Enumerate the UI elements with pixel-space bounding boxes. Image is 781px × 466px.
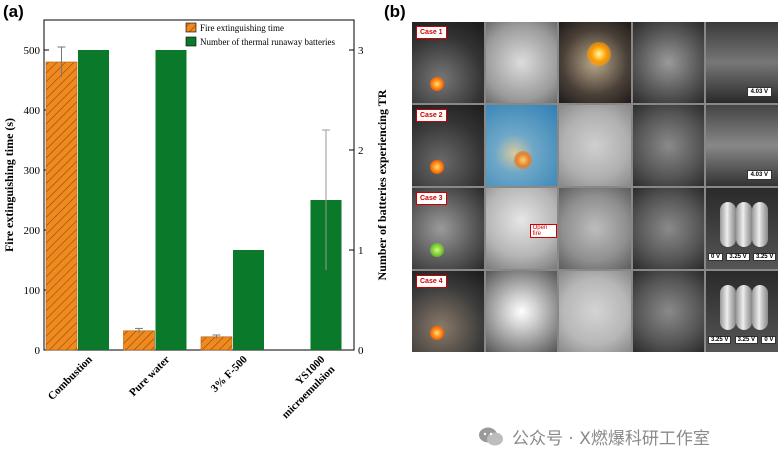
experiment-photo: Case 4 bbox=[412, 271, 484, 352]
y-tick-label-left: 200 bbox=[24, 225, 41, 237]
category-labels: Combustion Pure water 3% F-500 YS1000microe… bbox=[46, 353, 338, 421]
experiment-photo bbox=[559, 105, 631, 186]
y-tick-label-left: 0 bbox=[35, 345, 41, 357]
battery-cell bbox=[736, 202, 753, 247]
right-axis: 0 1 2 3 bbox=[349, 45, 364, 357]
battery-cell bbox=[752, 285, 769, 330]
category-label: Combustion bbox=[46, 354, 95, 403]
bar-fire-time bbox=[123, 330, 155, 351]
bar-tr-batteries bbox=[78, 50, 109, 350]
legend-swatch-time bbox=[185, 22, 197, 33]
voltage-label: 3.25 V bbox=[726, 253, 750, 261]
bar-fire-time bbox=[45, 61, 78, 351]
flame-spot bbox=[513, 151, 532, 169]
experiment-photo bbox=[559, 188, 631, 269]
panel-a-label: (a) bbox=[3, 2, 24, 21]
bar-fire-time bbox=[200, 336, 233, 351]
battery-cell bbox=[752, 202, 769, 247]
y-tick-label-right: 3 bbox=[358, 45, 364, 57]
wechat-icon bbox=[479, 427, 503, 445]
experiment-photo: Case 2 bbox=[412, 105, 484, 186]
experiment-photo bbox=[632, 105, 705, 186]
case-label: Case 2 bbox=[416, 109, 447, 122]
case-label: Case 4 bbox=[416, 275, 447, 288]
plot-frame bbox=[43, 19, 355, 351]
y-axis-title-right: Number of batteries experiencing TR bbox=[375, 89, 389, 280]
experiment-photo bbox=[559, 271, 631, 352]
voltage-row: 0 V 3.25 V 3.25 V bbox=[706, 253, 778, 261]
left-axis: 0 100 200 300 400 500 bbox=[24, 45, 49, 357]
experiment-photo: Case 1 bbox=[412, 22, 484, 103]
voltage-label: 4.03 V bbox=[746, 170, 772, 180]
legend-label-time: Fire extinguishing time bbox=[200, 23, 284, 33]
case-label: Case 3 bbox=[416, 192, 447, 205]
category-label: 3% F-500 bbox=[209, 353, 250, 394]
flame-spot bbox=[430, 160, 444, 174]
battery-cell bbox=[720, 285, 737, 330]
voltage-label: 4.03 V bbox=[746, 87, 772, 97]
battery-cell bbox=[720, 202, 737, 247]
panel-b-label: (b) bbox=[384, 2, 406, 21]
flame-spot bbox=[430, 77, 444, 91]
voltage-label: 3.25 V bbox=[752, 253, 777, 261]
y-axis-title-left: Fire extinguishing time (s) bbox=[2, 118, 16, 252]
flame-spot bbox=[430, 326, 444, 340]
experiment-photo: Open fire bbox=[485, 188, 558, 269]
flame-spot bbox=[430, 243, 444, 257]
y-tick-label-right: 2 bbox=[358, 145, 364, 157]
category-label: Pure water bbox=[127, 354, 172, 399]
experiment-photo bbox=[632, 22, 705, 103]
voltage-label: 0 V bbox=[761, 336, 777, 344]
category-label: YS1000microemulsion bbox=[270, 353, 338, 421]
y-tick-label-left: 500 bbox=[24, 45, 41, 57]
watermark-text: 公众号 · X燃爆科研工作室 bbox=[512, 429, 710, 449]
voltage-label: 3.25 V bbox=[734, 336, 759, 344]
experiment-photo bbox=[485, 22, 558, 103]
experiment-photo: Case 3 bbox=[412, 188, 484, 269]
experiment-photo bbox=[632, 188, 705, 269]
y-tick-label-right: 1 bbox=[358, 245, 364, 257]
legend-swatch-batteries bbox=[185, 36, 197, 47]
experiment-photo bbox=[559, 22, 631, 103]
experiment-photo bbox=[485, 271, 558, 352]
experiment-photo bbox=[485, 105, 558, 186]
bar-tr-batteries bbox=[155, 50, 187, 350]
flame-spot bbox=[587, 42, 612, 66]
legend: Fire extinguishing time Number of therma… bbox=[185, 22, 335, 47]
y-tick-label-left: 400 bbox=[24, 105, 41, 117]
voltage-label: 3.25 V bbox=[708, 336, 732, 344]
y-tick-label-left: 100 bbox=[24, 285, 41, 297]
experiment-photo-grid: Case 1 4.03 V Case 2 4.03 V Case 3 Open fire 0… bbox=[412, 22, 778, 352]
y-tick-label-left: 300 bbox=[24, 165, 41, 177]
bars-group bbox=[45, 46, 342, 351]
experiment-photo: 4.03 V bbox=[706, 105, 778, 186]
bar-tr-batteries bbox=[233, 250, 264, 350]
battery-cell bbox=[736, 285, 753, 330]
experiment-photo: 4.03 V bbox=[706, 22, 778, 103]
open-fire-label: Open fire bbox=[529, 224, 558, 238]
y-tick-label-right: 0 bbox=[358, 345, 364, 357]
watermark: 公众号 · X燃爆科研工作室 bbox=[478, 424, 710, 449]
voltage-label: 0 V bbox=[708, 253, 724, 261]
legend-label-batteries: Number of thermal runaway batteries bbox=[200, 37, 335, 47]
case-label: Case 1 bbox=[416, 26, 447, 39]
experiment-photo: 0 V 3.25 V 3.25 V bbox=[706, 188, 778, 269]
experiment-photo bbox=[632, 271, 705, 352]
